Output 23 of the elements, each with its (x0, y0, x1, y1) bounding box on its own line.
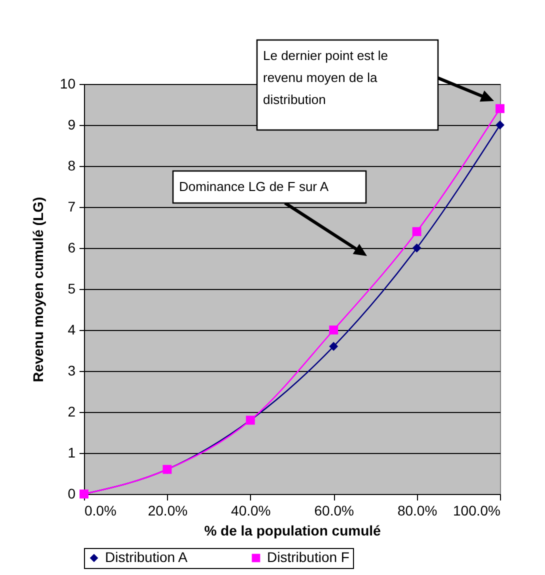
y-tick-label: 8 (68, 158, 76, 174)
x-axis-title: % de la population cumulé (204, 522, 381, 538)
y-tick-label: 10 (60, 76, 76, 92)
y-tick-label: 0 (68, 486, 76, 502)
annotation: Dominance LG de F sur A (179, 179, 329, 194)
legend-label: Distribution F (267, 549, 350, 565)
x-tick-label: 60.0% (314, 502, 354, 518)
y-tick-label: 7 (68, 198, 76, 214)
y-tick-label: 6 (68, 240, 76, 256)
y-tick-label: 5 (68, 280, 76, 296)
legend-label: Distribution A (105, 549, 188, 565)
x-tick-label: 80.0% (397, 502, 438, 518)
y-tick-label: 9 (68, 116, 76, 132)
x-tick-label: 100.0% (453, 502, 500, 518)
x-tick-label: 20.0% (148, 502, 188, 518)
y-tick-label: 4 (68, 322, 76, 338)
y-tick-label: 2 (68, 404, 76, 420)
annotation: Le dernier point est le revenu moyen de la distribution (263, 48, 388, 107)
y-tick-label: 3 (68, 362, 76, 378)
x-tick-label: 0.0% (84, 502, 116, 518)
y-axis-title: Revenu moyen cumulé (LG) (30, 196, 46, 382)
x-tick-label: 40.0% (231, 502, 271, 518)
y-tick-label: 1 (68, 444, 76, 460)
